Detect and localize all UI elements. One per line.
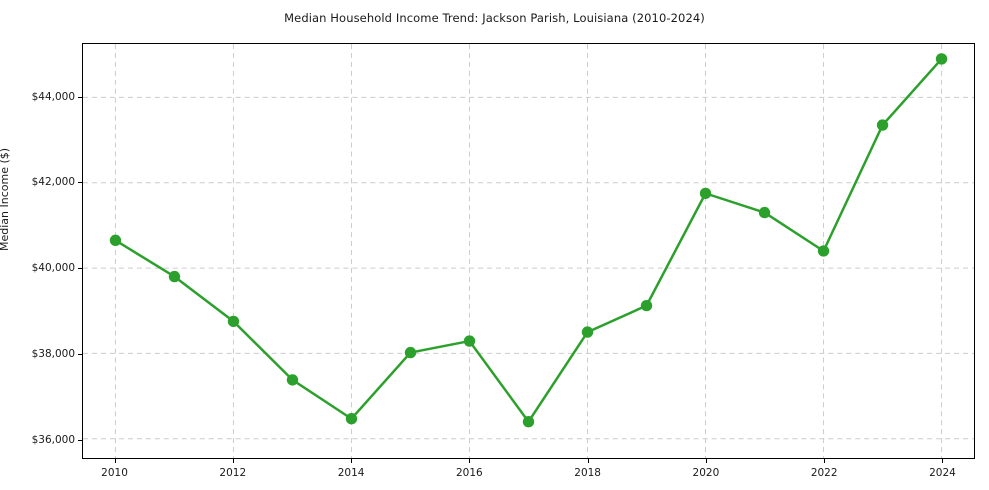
x-axis-tick-label: 2018 — [574, 467, 601, 479]
y-axis-tickmark — [78, 96, 82, 98]
x-axis-tick-label: 2012 — [219, 467, 247, 479]
data-point-marker[interactable] — [758, 206, 771, 219]
x-axis-tickmark — [351, 459, 353, 463]
chart-title: Median Household Income Trend: Jackson P… — [284, 11, 705, 25]
y-axis-tick-label: $40,000 — [31, 262, 75, 275]
plot-area — [82, 43, 975, 459]
data-point-marker[interactable] — [463, 335, 476, 347]
x-axis-tickmark — [469, 459, 471, 463]
x-axis-tickmark — [942, 459, 944, 463]
y-axis-tick-label: $38,000 — [31, 347, 75, 360]
data-series-layer — [109, 53, 948, 428]
y-axis-tickmark — [78, 268, 82, 270]
y-axis-tickmark — [78, 353, 82, 355]
x-axis-tick-label: 2020 — [692, 467, 720, 479]
y-axis-tick-label: $42,000 — [31, 176, 75, 189]
data-point-marker[interactable] — [699, 187, 712, 200]
data-point-marker[interactable] — [227, 315, 240, 328]
series-line — [114, 57, 943, 423]
data-point-marker[interactable] — [817, 245, 830, 257]
data-point-marker[interactable] — [404, 346, 417, 359]
x-axis-tick-label: 2016 — [455, 467, 483, 479]
grid-lines — [83, 44, 974, 458]
x-axis-tickmark — [824, 459, 826, 463]
x-axis-tickmark — [114, 459, 116, 463]
y-axis-tickmark — [78, 439, 82, 441]
data-point-marker[interactable] — [168, 270, 181, 283]
x-axis-tickmark — [587, 459, 589, 463]
x-axis-tick-label: 2024 — [929, 467, 956, 479]
x-axis-tick-label: 2010 — [101, 467, 128, 479]
x-axis-tickmark — [705, 459, 707, 463]
y-axis-tick-label: $36,000 — [31, 433, 75, 446]
y-axis-label: Median Income ($) — [0, 147, 11, 251]
data-point-marker[interactable] — [345, 413, 358, 425]
y-axis-tickmark — [78, 182, 82, 184]
data-point-marker[interactable] — [581, 326, 594, 338]
data-point-marker[interactable] — [876, 119, 889, 131]
data-point-marker[interactable] — [522, 416, 535, 428]
x-axis-tickmark — [232, 459, 234, 463]
data-point-marker[interactable] — [935, 53, 948, 65]
data-point-marker[interactable] — [286, 374, 299, 386]
y-axis-tick-label: $44,000 — [31, 90, 75, 103]
data-point-marker[interactable] — [109, 234, 122, 247]
x-axis-tick-label: 2014 — [337, 467, 365, 479]
data-point-marker[interactable] — [640, 299, 653, 312]
x-axis-tick-label: 2022 — [810, 467, 838, 479]
